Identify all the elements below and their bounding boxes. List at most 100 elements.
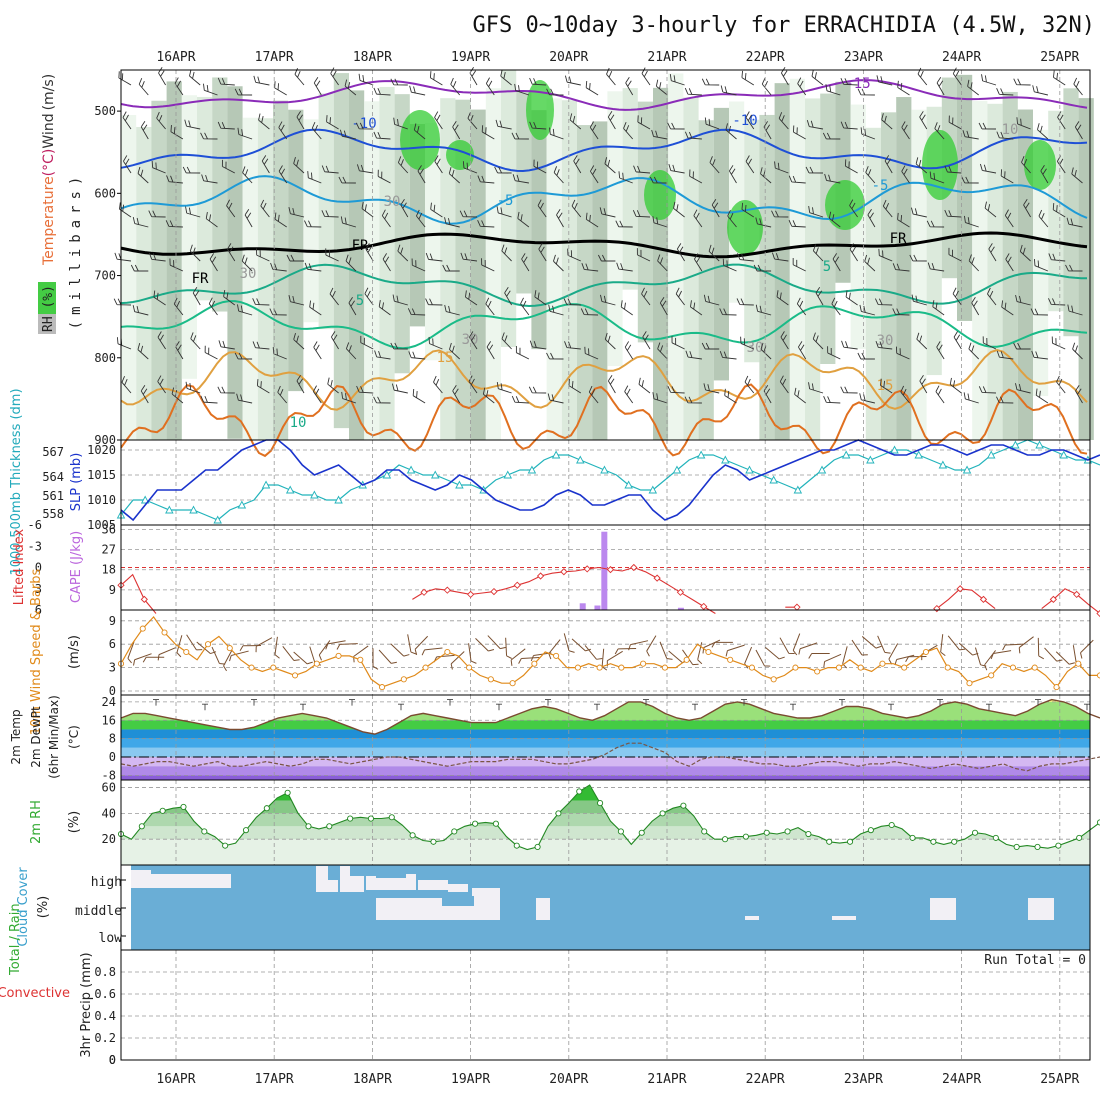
wind-barb xyxy=(917,67,928,86)
wind-barb xyxy=(217,386,235,394)
wind-barb xyxy=(1001,300,1014,316)
surface-barb xyxy=(905,655,927,663)
cape-bar xyxy=(677,607,684,610)
wind-barb xyxy=(864,254,876,272)
wind-barb xyxy=(949,377,962,394)
wind-barb xyxy=(982,336,997,350)
wind-barb xyxy=(190,332,201,350)
rh-high-blob xyxy=(727,200,763,255)
li-tick: -3 xyxy=(28,539,42,553)
wind-barb xyxy=(727,209,737,228)
wind-barb xyxy=(788,175,806,184)
surface-barb xyxy=(792,633,801,656)
wind-barb xyxy=(444,217,460,228)
surface-barb xyxy=(614,648,637,655)
rh-line-marker xyxy=(180,803,187,810)
minmax-marker xyxy=(839,699,845,706)
surface-barb xyxy=(223,649,233,672)
rh-shade-cell xyxy=(257,118,273,441)
wind-barb xyxy=(722,258,737,272)
rh-line-marker xyxy=(742,833,749,840)
minmax-marker xyxy=(300,703,306,711)
surface-barb xyxy=(984,650,996,671)
contour-plus5 xyxy=(120,263,1087,308)
wind-barb xyxy=(515,345,530,360)
wind-barb xyxy=(274,81,287,96)
wind-barb xyxy=(632,209,651,218)
wind-barb xyxy=(616,262,633,272)
lifted-index-line-marker xyxy=(1096,609,1100,618)
wind-barb xyxy=(568,378,582,394)
wind-barb xyxy=(867,209,876,228)
lifted-index-line-marker xyxy=(630,563,638,572)
wind-barb xyxy=(685,350,702,360)
wind-barb xyxy=(651,129,668,140)
wind-barb xyxy=(344,79,357,96)
contour-label: 15 xyxy=(437,350,454,366)
rh-line-marker xyxy=(201,828,208,835)
rh-shade-cell xyxy=(805,98,821,440)
wind-barb xyxy=(806,119,824,130)
wind-barb xyxy=(460,252,478,262)
surface-barb xyxy=(1055,651,1075,665)
rh-shade-cell xyxy=(1063,88,1079,337)
wind-barb xyxy=(865,166,876,184)
bottom-date-label: 18APR xyxy=(353,1072,392,1087)
upper-air-grid xyxy=(175,70,1061,440)
wind-barb xyxy=(549,127,564,140)
wind-barb xyxy=(521,253,530,272)
lifted-index-line-marker xyxy=(956,585,964,593)
rh-line-marker xyxy=(159,807,166,814)
wind-barb xyxy=(309,300,322,316)
precip-tick: 0.2 xyxy=(94,1031,116,1045)
temp-tick: -8 xyxy=(102,768,116,782)
precip-tick: 0.6 xyxy=(94,987,116,1001)
temp-axis-title: 2m Temp xyxy=(9,709,23,764)
thickness-line-marker xyxy=(189,505,198,514)
precip-axis: 00.20.40.60.80 xyxy=(94,965,116,1067)
wind-barb xyxy=(132,305,149,316)
thickness-axis-title: 1000-500mb Thickness (dm) xyxy=(9,388,24,575)
wind-barb xyxy=(874,298,893,306)
surface-barb xyxy=(628,640,649,651)
wind-speed-line-marker xyxy=(335,652,342,659)
wind-barb xyxy=(649,176,668,184)
wind-barb xyxy=(880,378,893,394)
wind-barb xyxy=(875,340,893,350)
wind-barb xyxy=(978,122,997,130)
wind-barb xyxy=(916,332,928,350)
rh-line-marker xyxy=(534,843,541,850)
wind-barb xyxy=(1013,342,1031,350)
wind-barb xyxy=(615,220,633,228)
surface-barb xyxy=(229,650,249,662)
wind-barb xyxy=(434,155,443,174)
surface-barb xyxy=(336,643,358,650)
wind-barb xyxy=(1066,217,1083,228)
rh-shade-cell xyxy=(637,101,653,343)
wind-speed-line-marker xyxy=(357,656,364,663)
wind-barb xyxy=(725,123,737,140)
wind-barb xyxy=(548,304,564,316)
wind-barb xyxy=(390,342,408,350)
rh-line-marker xyxy=(492,820,499,827)
wind-barb xyxy=(580,308,599,316)
surface-barb xyxy=(450,651,465,670)
wind-barb xyxy=(736,298,754,306)
minmax-marker xyxy=(937,699,943,706)
temp-band xyxy=(121,766,1090,776)
wind-speed-line-marker xyxy=(400,676,407,683)
wind-barb xyxy=(546,88,564,96)
rh-shade-cell xyxy=(592,121,608,440)
wind-barb xyxy=(321,165,339,174)
wind-barb xyxy=(533,159,547,174)
thickness-line-marker xyxy=(817,465,827,474)
surface-barb xyxy=(659,641,673,660)
thickness-tick: 564 xyxy=(42,470,64,484)
rh-band xyxy=(121,839,1090,865)
wind-barb xyxy=(1071,167,1083,184)
wind-barb xyxy=(137,343,149,360)
wind-barb xyxy=(927,262,945,272)
bottom-date-label: 24APR xyxy=(942,1072,981,1087)
wind-barb xyxy=(1032,85,1049,96)
wind-barb xyxy=(329,287,339,306)
